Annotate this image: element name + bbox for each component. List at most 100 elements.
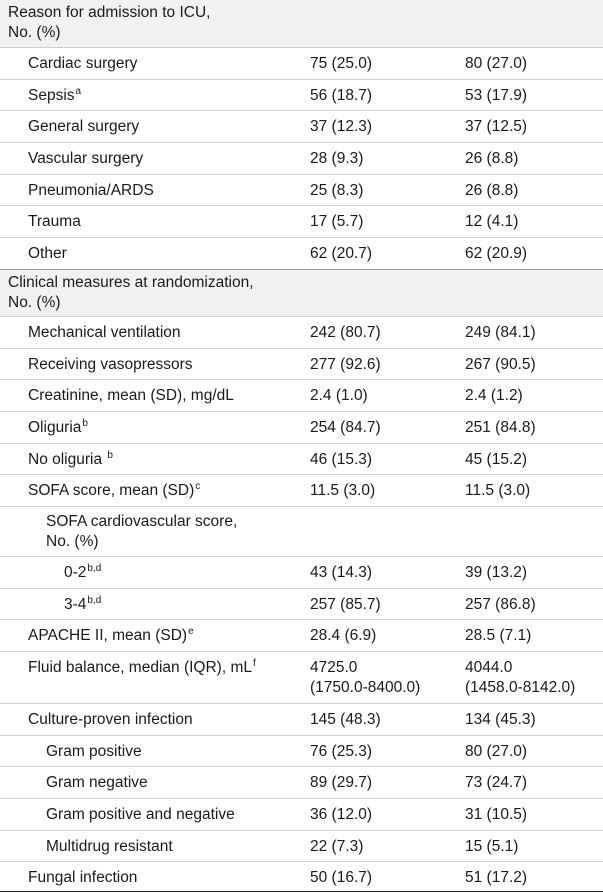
table-row: No oliguria b 46 (15.3) 45 (15.2) bbox=[0, 442, 603, 475]
group-1-value: 46 (15.3) bbox=[310, 450, 373, 468]
subsection-header-row: SOFA cardiovascular score, No. (%) bbox=[0, 505, 603, 556]
row-label: General surgery bbox=[0, 117, 310, 137]
group-1-value: 76 (25.3) bbox=[310, 742, 373, 760]
row-label-text: General surgery bbox=[28, 118, 140, 136]
table-row: Oliguriab 254 (84.7) 251 (84.8) bbox=[0, 410, 603, 443]
group-1-value: 2.4 (1.0) bbox=[310, 387, 368, 405]
row-label: Gram positive and negative bbox=[0, 805, 310, 825]
group-1-value: 56 (18.7) bbox=[310, 86, 373, 104]
footnote-marker: c bbox=[195, 481, 201, 493]
row-label: 3-4b,d bbox=[0, 595, 310, 615]
table-row: General surgery 37 (12.3) 37 (12.5) bbox=[0, 110, 603, 142]
group-2-value: 4044.0 (1458.0-8142.0) bbox=[465, 659, 576, 696]
row-label-text: Culture-proven infection bbox=[28, 711, 193, 728]
row-label: Clinical measures at randomization, No. … bbox=[0, 273, 310, 313]
row-label-text: Reason for admission to ICU, No. (%) bbox=[8, 4, 211, 41]
row-label-text: Creatinine, mean (SD), mg/dL bbox=[28, 387, 234, 405]
group-1-value: 4725.0 (1750.0-8400.0) bbox=[310, 659, 421, 696]
row-label-text: Oliguria bbox=[28, 418, 82, 436]
group-1-value: 11.5 (3.0) bbox=[310, 482, 376, 500]
footnote-marker: a bbox=[75, 85, 82, 97]
group-2-value: 73 (24.7) bbox=[465, 774, 528, 792]
row-label-text: Mechanical ventilation bbox=[28, 323, 181, 341]
row-label: Sepsisa bbox=[0, 86, 310, 106]
table-row: Receiving vasopressors 277 (92.6) 267 (90.… bbox=[0, 347, 603, 380]
table-row: Creatinine, mean (SD), mg/dL 2.4 (1.0) 2.4… bbox=[0, 379, 603, 411]
row-label: Fluid balance, median (IQR), mLf bbox=[0, 658, 310, 678]
footnote-marker: b bbox=[82, 417, 88, 429]
group-1-value: 50 (16.7) bbox=[310, 869, 373, 887]
row-label-text: Receiving vasopressors bbox=[28, 355, 193, 373]
group-1-value: 75 (25.0) bbox=[310, 55, 373, 72]
footnote-marker: b,d bbox=[87, 594, 102, 606]
row-label-text: SOFA cardiovascular score, No. (%) bbox=[46, 512, 238, 550]
section-header-row: Clinical measures at randomization, No. … bbox=[0, 268, 603, 316]
row-label: Cardiac surgery bbox=[0, 54, 310, 74]
row-label-text: Fluid balance, median (IQR), mL bbox=[28, 659, 252, 676]
row-label: Multidrug resistant bbox=[0, 837, 310, 857]
footnote-marker: f bbox=[252, 658, 256, 669]
section-header-row: Reason for admission to ICU, No. (%) bbox=[0, 0, 603, 47]
row-label-text: SOFA score, mean (SD) bbox=[28, 482, 195, 500]
group-2-value: 39 (13.2) bbox=[465, 563, 528, 581]
table-row: 3-4b,d 257 (85.7) 257 (86.8) bbox=[0, 587, 603, 620]
row-label-text: Clinical measures at randomization, No. … bbox=[8, 273, 254, 311]
group-2-value: 267 (90.5) bbox=[465, 355, 536, 373]
row-label: Creatinine, mean (SD), mg/dL bbox=[0, 386, 310, 406]
row-label: Vascular surgery bbox=[0, 149, 310, 169]
row-label-text: Cardiac surgery bbox=[28, 55, 138, 72]
row-label: SOFA score, mean (SD)c bbox=[0, 481, 310, 501]
group-2-value: 2.4 (1.2) bbox=[465, 387, 523, 405]
row-label: No oliguria b bbox=[0, 450, 310, 470]
group-1-value: 257 (85.7) bbox=[310, 595, 381, 613]
group-1-value: 28.4 (6.9) bbox=[310, 627, 377, 645]
group-1-value: 25 (8.3) bbox=[310, 181, 364, 199]
group-1-value: 62 (20.7) bbox=[310, 245, 373, 263]
group-2-value: 80 (27.0) bbox=[465, 742, 528, 760]
group-2-value: 26 (8.8) bbox=[465, 181, 519, 199]
group-1-value: 28 (9.3) bbox=[310, 150, 364, 168]
footnote-marker: b bbox=[107, 449, 113, 461]
table-row: Vascular surgery 28 (9.3) 26 (8.8) bbox=[0, 142, 603, 174]
group-1-value: 43 (14.3) bbox=[310, 563, 373, 581]
table-row: Gram positive and negative 36 (12.0) 31 (1… bbox=[0, 798, 603, 830]
row-label-text: Multidrug resistant bbox=[46, 837, 173, 855]
row-label: Fungal infection bbox=[0, 868, 310, 888]
row-label: Trauma bbox=[0, 212, 310, 232]
table-row: 0-2b,d 43 (14.3) 39 (13.2) bbox=[0, 555, 603, 588]
row-label-text: Pneumonia/ARDS bbox=[28, 181, 154, 199]
group-1-value: 17 (5.7) bbox=[310, 213, 364, 231]
row-label-text: Fungal infection bbox=[28, 869, 138, 887]
footnote-marker: e bbox=[188, 626, 194, 638]
table-row: APACHE II, mean (SD)e 28.4 (6.9) 28.5 (7.1… bbox=[0, 619, 603, 651]
row-label: Other bbox=[0, 244, 310, 264]
group-2-value: 15 (5.1) bbox=[465, 837, 519, 855]
row-label: Gram negative bbox=[0, 773, 310, 793]
row-label: APACHE II, mean (SD)e bbox=[0, 626, 310, 646]
row-label-text: Trauma bbox=[28, 213, 81, 231]
row-label-text: No oliguria bbox=[28, 450, 107, 468]
group-2-value: 53 (17.9) bbox=[465, 86, 528, 104]
row-label-text: Sepsis bbox=[28, 86, 75, 104]
table-row: Gram negative 89 (29.7) 73 (24.7) bbox=[0, 766, 603, 798]
group-1-value: 277 (92.6) bbox=[310, 355, 381, 373]
row-label-text: Other bbox=[28, 245, 67, 263]
row-label: Receiving vasopressors bbox=[0, 355, 310, 375]
group-2-value: 134 (45.3) bbox=[465, 711, 536, 728]
table-row: Sepsisa 56 (18.7) 53 (17.9) bbox=[0, 78, 603, 111]
table-row: Trauma 17 (5.7) 12 (4.1) bbox=[0, 205, 603, 237]
group-2-value: 62 (20.9) bbox=[465, 245, 528, 263]
group-1-value: 22 (7.3) bbox=[310, 837, 364, 855]
row-label: Oliguriab bbox=[0, 418, 310, 438]
row-label-text: Gram negative bbox=[46, 774, 148, 792]
table-row: Multidrug resistant 22 (7.3) 15 (5.1) bbox=[0, 829, 603, 862]
row-label: Reason for admission to ICU, No. (%) bbox=[0, 3, 310, 43]
table-row: Culture-proven infection 145 (48.3) 134 (4… bbox=[0, 703, 603, 735]
row-label: SOFA cardiovascular score, No. (%) bbox=[0, 512, 310, 552]
table-row: Cardiac surgery 75 (25.0) 80 (27.0) bbox=[0, 47, 603, 79]
group-2-value: 28.5 (7.1) bbox=[465, 627, 532, 645]
row-label: Culture-proven infection bbox=[0, 710, 310, 730]
row-label: Gram positive bbox=[0, 742, 310, 762]
group-1-value: 242 (80.7) bbox=[310, 323, 381, 341]
